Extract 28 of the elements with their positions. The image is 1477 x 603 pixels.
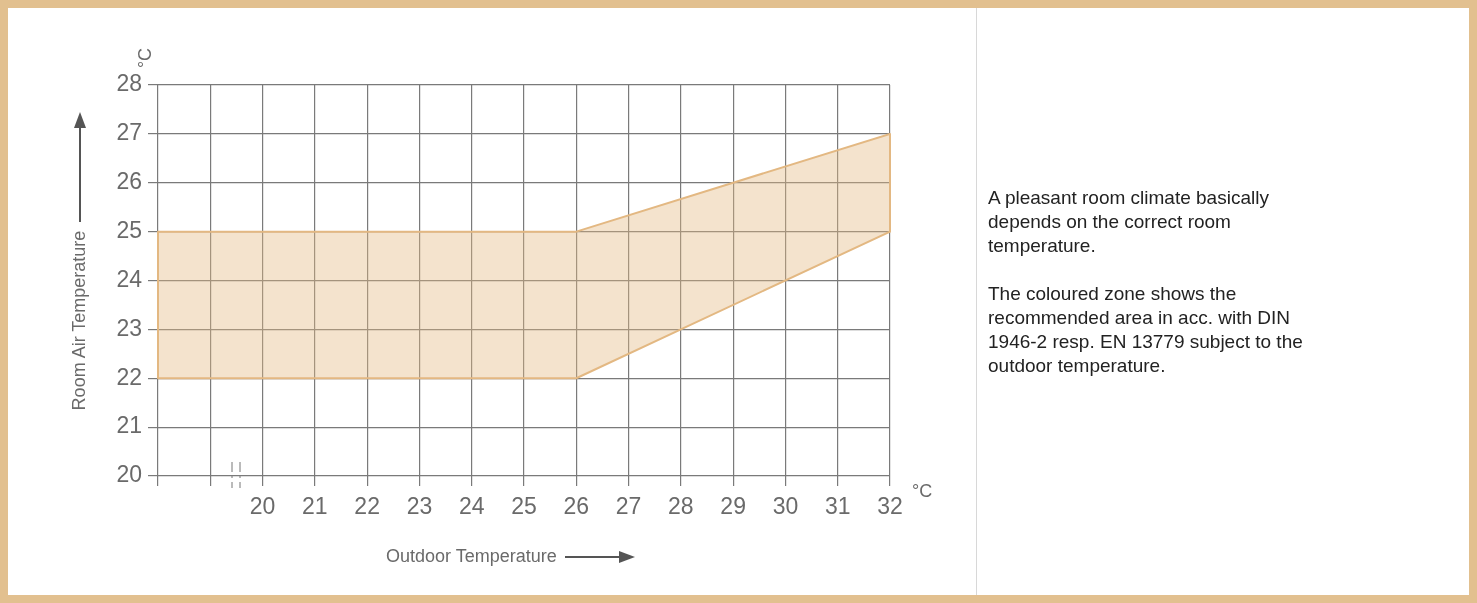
y-tick-label: 26	[116, 168, 142, 195]
x-tick-label: 23	[406, 493, 433, 520]
text: A pleasant room climate basically depends on the correct room temperature.	[988, 186, 1270, 258]
x-tick-label: 28	[668, 493, 694, 520]
x-tick-label: 27	[615, 493, 642, 520]
y-tick-label: 28	[116, 70, 142, 97]
x-tick-label: 21	[302, 493, 328, 520]
x-tick-label: 32	[877, 493, 903, 520]
x-axis-title: Outdoor Temperature	[386, 545, 557, 566]
x-tick-label: 31	[824, 493, 851, 520]
x-tick-label: 29	[720, 493, 746, 520]
y-tick-label: 22	[116, 363, 142, 390]
x-tick-label: 24	[458, 493, 485, 520]
y-axis-title: Room Air Temperature	[68, 230, 89, 411]
x-tick-label: 22	[354, 493, 380, 520]
y-tick-label: 23	[116, 314, 142, 341]
x-tick-label: 30	[772, 493, 799, 520]
x-tick-label: 20	[249, 493, 276, 520]
x-tick-label: 26	[563, 493, 590, 520]
y-tick-label: 20	[116, 461, 142, 488]
text: °C	[134, 47, 155, 69]
text: °C	[912, 480, 933, 501]
x-tick-label: 25	[511, 493, 537, 520]
y-tick-label: 24	[116, 265, 143, 292]
y-tick-label: 25	[116, 216, 142, 243]
y-tick-label: 27	[116, 119, 142, 146]
text: The coloured zone shows the recommended area in acc. with DIN 1946-2 resp. EN 13779 subject to the outdoor temperature.	[988, 282, 1304, 378]
y-tick-label: 21	[116, 412, 142, 439]
